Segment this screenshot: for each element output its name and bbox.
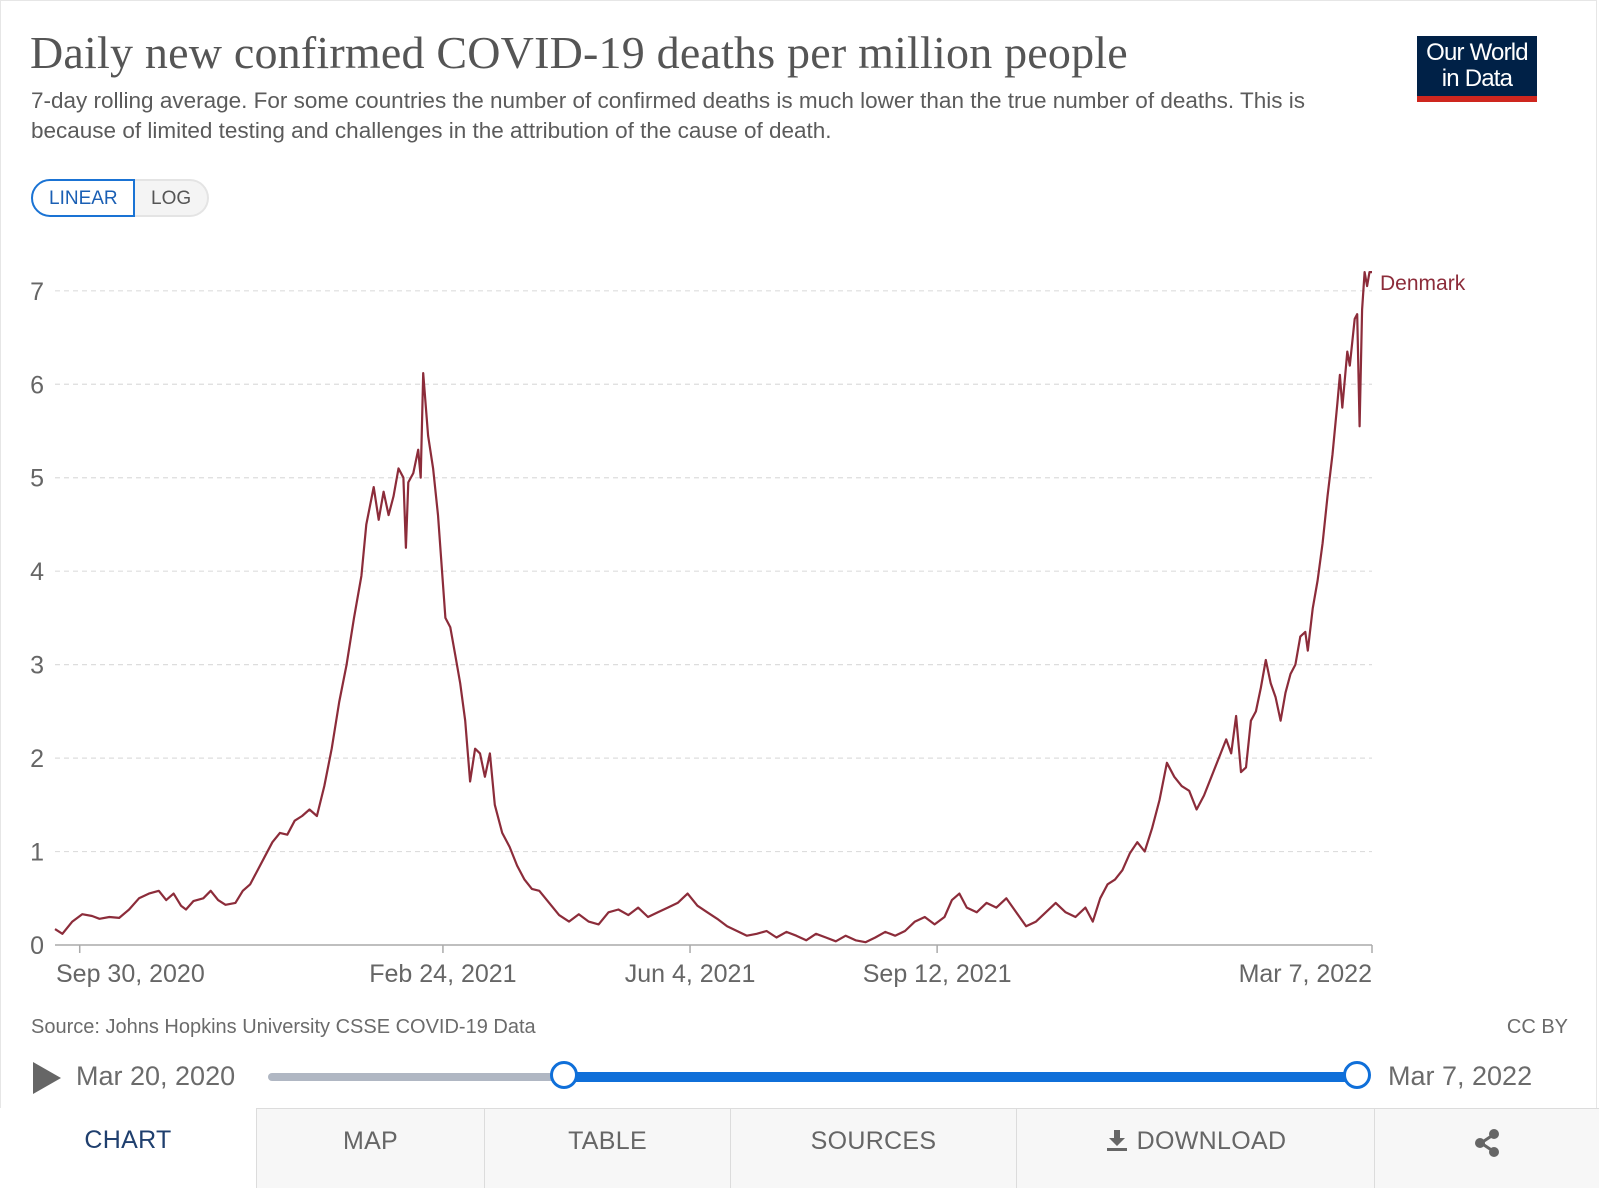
- y-tick-label: 1: [30, 839, 44, 867]
- y-tick-label: 4: [30, 558, 44, 586]
- share-icon: [1475, 1129, 1499, 1157]
- timeline: Mar 20, 2020 Mar 7, 2022: [0, 1054, 1599, 1102]
- timeline-selected-range[interactable]: [564, 1072, 1357, 1082]
- series-label-denmark: Denmark: [1380, 272, 1466, 295]
- download-icon: [1106, 1130, 1127, 1151]
- logo-line-2: in Data: [1441, 65, 1513, 92]
- logo-line-1: Our World: [1426, 39, 1529, 66]
- linear-scale-button[interactable]: LINEAR: [31, 179, 135, 217]
- timeline-start-handle[interactable]: [550, 1061, 578, 1089]
- source-note[interactable]: Source: Johns Hopkins University CSSE CO…: [31, 1016, 536, 1038]
- timeline-end-handle[interactable]: [1343, 1061, 1371, 1089]
- y-tick-label: 6: [30, 371, 44, 399]
- tab-sources[interactable]: SOURCES: [730, 1108, 1016, 1188]
- tab-table[interactable]: TABLE: [484, 1108, 730, 1188]
- x-tick-label: Sep 12, 2021: [863, 960, 1012, 988]
- x-tick-label: Feb 24, 2021: [369, 960, 516, 988]
- y-tick-label: 0: [30, 932, 44, 960]
- x-tick-label: Mar 7, 2022: [1239, 960, 1372, 988]
- tab-bar: CHART MAP TABLE SOURCES DOWNLOAD: [0, 1108, 1599, 1188]
- y-tick-label: 3: [30, 652, 44, 680]
- chart-title: Daily new confirmed COVID-19 deaths per …: [30, 27, 1128, 78]
- series-line-denmark: [54, 271, 1372, 944]
- timeline-end-label: Mar 7, 2022: [1388, 1061, 1533, 1091]
- tab-map[interactable]: MAP: [256, 1108, 484, 1188]
- scale-toggle: LINEAR LOG: [31, 179, 209, 217]
- timeline-start-label: Mar 20, 2020: [76, 1061, 236, 1091]
- license-link[interactable]: CC BY: [1506, 1016, 1568, 1038]
- y-tick-label: 5: [30, 465, 44, 493]
- tab-share[interactable]: [1374, 1108, 1599, 1188]
- tab-download-label: DOWNLOAD: [1136, 1127, 1287, 1155]
- y-tick-label: 2: [30, 745, 44, 773]
- y-tick-label: 7: [30, 278, 44, 306]
- play-icon[interactable]: [33, 1062, 61, 1094]
- x-tick-label: Sep 30, 2020: [56, 960, 205, 988]
- line-chart: 0 1 2 3 4 5 6 7 Sep 30, 2020 Feb 24, 2021 Jun 4, 2…: [30, 271, 1466, 988]
- x-tick-label: Jun 4, 2021: [625, 960, 756, 988]
- owid-logo[interactable]: Our World in Data: [1417, 36, 1537, 102]
- tab-chart[interactable]: CHART: [0, 1108, 256, 1188]
- log-scale-button[interactable]: LOG: [135, 179, 209, 217]
- tab-download[interactable]: DOWNLOAD: [1016, 1108, 1374, 1188]
- chart-subtitle: 7-day rolling average. For some countrie…: [31, 88, 1305, 143]
